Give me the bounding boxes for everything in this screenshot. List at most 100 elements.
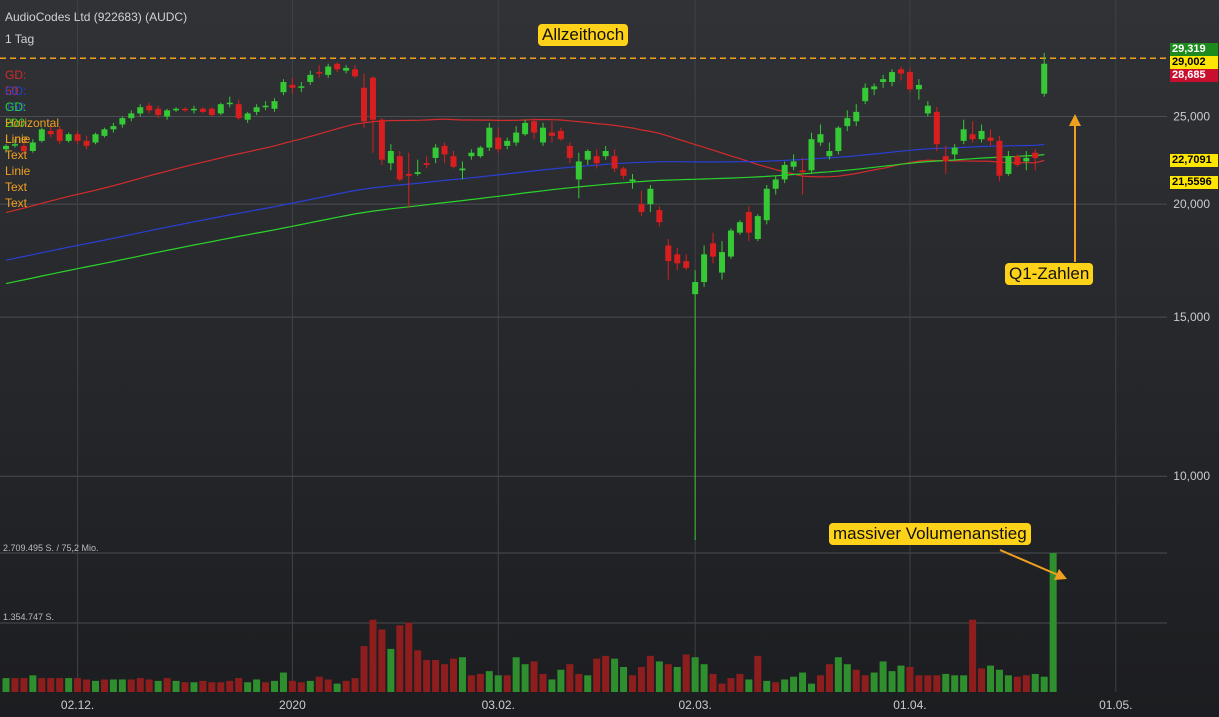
candle-body [405, 173, 412, 176]
volume-bar [432, 660, 440, 692]
volume-bar [378, 629, 386, 692]
legend-item: Text [5, 148, 28, 162]
volume-bar [458, 657, 466, 692]
candle-body [369, 77, 376, 120]
candle-body [835, 127, 842, 152]
candle-body [683, 261, 690, 268]
candle-body [414, 172, 421, 174]
volume-bar [351, 678, 359, 692]
candle-body [933, 111, 940, 145]
candle-body [915, 84, 922, 90]
candle-body [754, 216, 761, 240]
candle-body [942, 156, 949, 162]
candle-body [844, 118, 851, 127]
candle-body [727, 230, 734, 257]
volume-bar [987, 665, 994, 692]
candle-body [1032, 152, 1039, 158]
volume-bar [244, 682, 252, 692]
volume-bar [799, 672, 807, 692]
candle-body [101, 129, 108, 136]
candle-body [701, 254, 708, 283]
price-badge-last: 28,685 [1170, 69, 1218, 82]
volume-bar [969, 619, 977, 692]
annotation-volumenanstieg: massiver Volumenanstieg [829, 523, 1031, 545]
candle-body [1014, 156, 1021, 165]
volume-bar [629, 675, 636, 692]
candle-body [978, 130, 985, 140]
candle-body [289, 84, 296, 88]
volume-bar [109, 679, 117, 692]
volume-bar [190, 682, 198, 692]
candle-body [772, 179, 779, 189]
volume-bar [897, 665, 905, 692]
candle-body [280, 82, 287, 93]
volume-bar [127, 679, 135, 692]
volume-bar [235, 678, 243, 692]
candle-body [593, 156, 600, 164]
candle-body [11, 144, 18, 146]
volume-bar [566, 664, 574, 692]
y-tick-label: 10,000 [1173, 469, 1210, 483]
candle-body [996, 140, 1003, 176]
volume-bar [978, 668, 986, 692]
legend-item: GD: 200 [5, 100, 27, 130]
volume-bar [163, 678, 171, 692]
candle-body [566, 145, 573, 158]
volume-bar [38, 678, 46, 692]
volume-bar [29, 675, 37, 692]
candle-body [146, 105, 153, 111]
volume-bar [906, 666, 914, 692]
candle-body [531, 121, 538, 133]
legend-item: Linie [5, 132, 31, 146]
volume-arrow-head [1054, 569, 1067, 580]
volume-bar [297, 682, 305, 692]
volume-bar [199, 680, 207, 692]
volume-bar [664, 664, 672, 692]
x-tick-label: 2020 [279, 698, 306, 712]
legend-item: Linie [5, 164, 31, 178]
volume-bar [736, 673, 744, 692]
candle-body [235, 104, 242, 119]
candle-body [298, 86, 305, 88]
candle-body [199, 108, 206, 112]
y-tick-label: 20,000 [1173, 197, 1210, 211]
candle-body [719, 252, 725, 273]
x-tick-label: 03.02. [482, 698, 515, 712]
y-tick-label: 15,000 [1173, 310, 1210, 324]
x-tick-label: 01.05. [1099, 698, 1132, 712]
volume-bar [852, 669, 860, 692]
candle-body [1023, 157, 1030, 162]
candle-body [513, 132, 520, 143]
candle-body [164, 110, 171, 117]
volume-bar [942, 673, 950, 692]
volume-bar [933, 675, 941, 692]
candle-body [611, 156, 618, 169]
candle-body [584, 151, 591, 160]
candle-body [190, 108, 197, 111]
candle-body [110, 126, 117, 130]
volume-bar [414, 650, 422, 692]
volume-bar [584, 675, 592, 692]
volume-bar [92, 680, 99, 692]
volume-bar [825, 664, 833, 692]
volume-bar [226, 680, 234, 692]
volume-bar [306, 680, 314, 692]
candle-body [826, 151, 833, 157]
volume-bar [790, 676, 798, 692]
volume-bar [1031, 673, 1039, 692]
volume-bar [834, 657, 842, 692]
volume-bar [816, 675, 824, 692]
candle-body [880, 79, 887, 83]
volume-bar [1013, 676, 1021, 692]
candle-body [262, 105, 269, 108]
candle-body [47, 130, 54, 135]
volume-bar [960, 675, 968, 692]
candle-body [253, 107, 260, 112]
candle-body [862, 87, 869, 102]
volume-bar [637, 666, 645, 692]
volume-bar [763, 680, 771, 692]
volume-bar [342, 680, 350, 692]
candle-body [307, 74, 314, 83]
candle-body [799, 170, 806, 173]
